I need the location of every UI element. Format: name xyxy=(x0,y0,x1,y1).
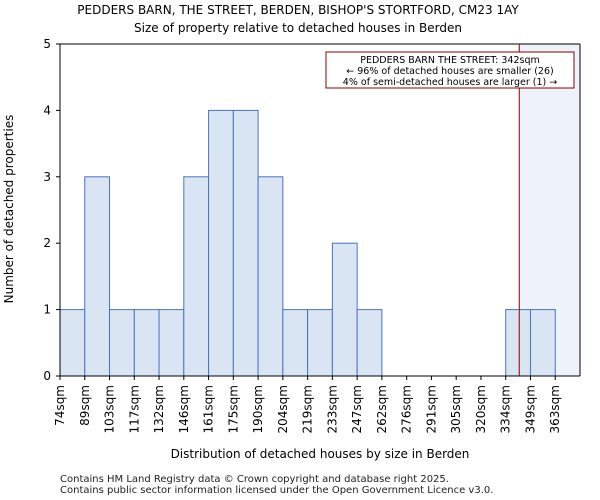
x-axis-label: Distribution of detached houses by size … xyxy=(171,447,470,461)
x-tick-label: 219sqm xyxy=(301,385,315,433)
x-tick-label: 233sqm xyxy=(325,385,339,433)
bar xyxy=(109,309,135,377)
x-tick-label: 305sqm xyxy=(449,385,463,433)
x-tick-label: 320sqm xyxy=(474,385,488,433)
y-tick-label: 0 xyxy=(43,369,51,383)
bars-layer xyxy=(59,109,556,377)
y-tick-label: 1 xyxy=(43,303,51,317)
bar xyxy=(133,309,160,377)
axes-layer: 0 1 2 3 4 5 74sqm 89sqm 103sqm 117sqm 132sqm 146sqm… xyxy=(43,37,581,433)
x-tick-label: 161sqm xyxy=(202,385,216,433)
y-tick-label: 5 xyxy=(43,37,51,51)
x-tick-label: 103sqm xyxy=(103,385,117,433)
x-tick-label: 146sqm xyxy=(177,385,191,433)
y-tick-label: 4 xyxy=(43,103,51,117)
chart-title: PEDDERS BARN, THE STREET, BERDEN, BISHOP… xyxy=(77,3,519,17)
x-tick-label: 89sqm xyxy=(78,385,92,426)
bar xyxy=(356,309,383,377)
x-tick-label: 334sqm xyxy=(499,385,513,433)
bar xyxy=(505,309,531,377)
x-tick-label: 190sqm xyxy=(251,385,265,433)
x-tick-label: 204sqm xyxy=(276,385,290,433)
bar xyxy=(183,176,210,377)
bar xyxy=(282,309,309,377)
x-tick-label: 74sqm xyxy=(53,385,67,426)
bar xyxy=(158,309,185,377)
x-tick-label: 349sqm xyxy=(523,385,537,433)
x-tick-label: 175sqm xyxy=(226,385,240,433)
x-tick-label: 363sqm xyxy=(548,385,562,433)
bar xyxy=(208,109,234,377)
annotation-box xyxy=(325,51,575,89)
x-tick-label: 132sqm xyxy=(152,385,166,433)
footer-copyright: Contains HM Land Registry data © Crown c… xyxy=(60,474,449,485)
x-tick-label: 247sqm xyxy=(350,385,364,433)
bar xyxy=(59,309,86,377)
bar xyxy=(84,176,111,377)
x-tick-label: 117sqm xyxy=(127,385,141,433)
x-tick-label: 291sqm xyxy=(424,385,438,433)
bar xyxy=(257,176,284,377)
x-tick-label: 276sqm xyxy=(400,385,414,433)
annotation-line: 4% of semi-detached houses are larger (1… xyxy=(343,77,557,88)
annotation-line: ← 96% of detached houses are smaller (26… xyxy=(346,66,553,77)
bar xyxy=(331,242,358,377)
chart-subtitle: Size of property relative to detached ho… xyxy=(134,21,462,35)
footer-licence: Contains public sector information licen… xyxy=(60,485,494,496)
x-tick-label: 262sqm xyxy=(375,385,389,433)
bar xyxy=(307,309,333,377)
annotation-line: PEDDERS BARN THE STREET: 342sqm xyxy=(360,55,540,66)
bar xyxy=(232,109,259,377)
y-tick-label: 2 xyxy=(43,236,51,250)
y-tick-label: 3 xyxy=(43,170,51,184)
bar xyxy=(529,309,556,377)
y-axis-label: Number of detached properties xyxy=(2,115,16,304)
annotation-layer: PEDDERS BARN THE STREET: 342sqm← 96% of … xyxy=(325,51,575,89)
